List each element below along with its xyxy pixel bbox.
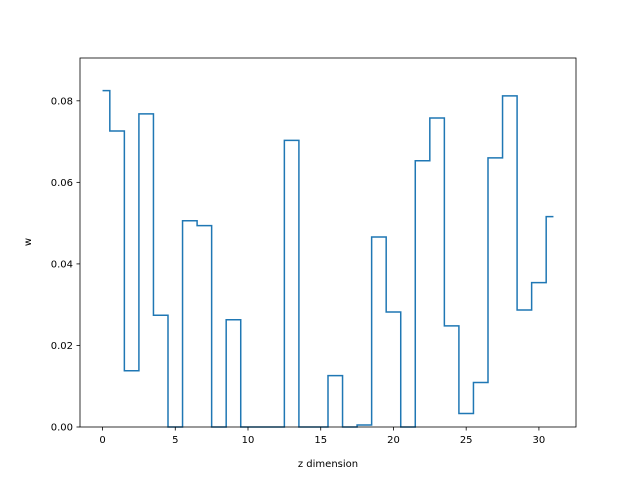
x-tick-label-1: 5 xyxy=(172,435,178,446)
axes-frame xyxy=(79,57,577,428)
plot-area xyxy=(79,57,577,428)
x-tick-label-4: 20 xyxy=(387,435,400,446)
y-axis-label: w xyxy=(23,238,34,246)
x-tick-label-5: 25 xyxy=(460,435,473,446)
y-tick-label-2: 0.04 xyxy=(51,260,73,271)
y-axis: 0.00 0.02 0.04 0.06 0.08 xyxy=(51,96,80,434)
x-axis-label: z dimension xyxy=(298,459,358,470)
x-axis: 0 5 10 15 20 25 30 xyxy=(99,427,545,446)
x-tick-label-6: 30 xyxy=(533,435,546,446)
x-tick-label-3: 15 xyxy=(314,435,327,446)
x-tick-label-2: 10 xyxy=(242,435,255,446)
y-tick-label-1: 0.02 xyxy=(51,341,73,352)
x-tick-label-0: 0 xyxy=(99,435,105,446)
y-tick-label-3: 0.06 xyxy=(51,178,73,189)
y-tick-label-4: 0.08 xyxy=(51,96,73,107)
y-tick-label-0: 0.00 xyxy=(51,423,73,434)
